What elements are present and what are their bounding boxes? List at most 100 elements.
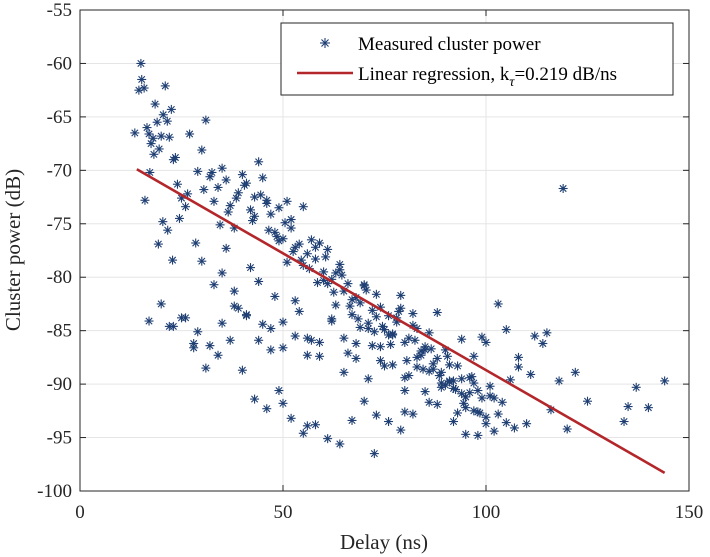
data-point: [355, 322, 365, 332]
data-point: [193, 166, 203, 176]
data-point: [329, 287, 339, 297]
data-point: [412, 352, 422, 362]
data-point: [241, 311, 251, 321]
data-point: [432, 399, 442, 409]
data-point: [262, 404, 272, 414]
data-point: [402, 356, 412, 366]
data-point: [254, 276, 264, 286]
data-point: [298, 428, 308, 438]
data-point: [197, 256, 207, 266]
data-point: [371, 289, 381, 299]
data-point: [420, 387, 430, 397]
data-point: [384, 330, 394, 340]
data-point: [225, 335, 235, 345]
data-point: [394, 306, 404, 316]
plot-frame: [79, 9, 690, 492]
data-point: [162, 116, 172, 126]
data-point: [501, 325, 511, 335]
data-point: [282, 257, 292, 267]
data-point: [223, 207, 233, 217]
data-point: [315, 351, 325, 361]
data-point: [201, 115, 211, 125]
data-point: [347, 415, 357, 425]
data-point: [266, 209, 276, 219]
data-point: [254, 335, 264, 345]
data-point: [469, 406, 479, 416]
data-point: [302, 421, 312, 431]
data-point: [542, 328, 552, 338]
data-point: [436, 382, 446, 392]
data-point: [461, 429, 471, 439]
data-point: [290, 296, 300, 306]
data-point: [400, 407, 410, 417]
data-point: [489, 426, 499, 436]
data-point: [623, 402, 633, 412]
data-point: [250, 394, 260, 404]
data-point: [193, 327, 203, 337]
data-point: [396, 290, 406, 300]
data-point: [404, 371, 414, 381]
y-tick-label: -70: [47, 160, 72, 181]
data-point: [538, 338, 548, 348]
data-point: [369, 449, 379, 459]
data-point: [221, 243, 231, 253]
data-point: [313, 278, 323, 288]
data-point: [526, 369, 536, 379]
y-tick-label: -95: [47, 428, 72, 449]
data-point: [465, 388, 475, 398]
data-point: [347, 295, 357, 305]
data-point: [355, 298, 365, 308]
data-point: [160, 81, 170, 91]
data-point: [288, 247, 298, 257]
data-point: [323, 434, 333, 444]
data-point: [221, 175, 231, 185]
data-point: [481, 412, 491, 422]
data-point: [380, 361, 389, 371]
data-point: [166, 104, 176, 114]
data-point: [501, 418, 511, 428]
y-tick-label: -90: [47, 374, 72, 395]
data-point: [377, 321, 387, 331]
data-point: [142, 123, 152, 133]
data-point: [215, 220, 225, 230]
data-point: [154, 144, 164, 154]
data-point: [280, 218, 290, 228]
data-point: [172, 179, 182, 189]
data-point: [286, 223, 296, 233]
data-point: [432, 307, 442, 317]
data-point: [554, 376, 564, 386]
data-point: [408, 409, 418, 419]
data-point: [239, 180, 249, 190]
data-point: [250, 192, 260, 202]
data-point: [205, 341, 215, 351]
data-point: [302, 249, 312, 259]
y-tick-label: -60: [47, 53, 72, 74]
data-point: [217, 318, 227, 328]
data-point: [323, 244, 333, 254]
data-point: [164, 132, 174, 142]
data-point: [199, 185, 209, 195]
data-point: [168, 321, 178, 331]
data-point: [473, 386, 483, 396]
data-point: [217, 163, 227, 173]
data-point: [294, 306, 304, 316]
data-point: [335, 259, 345, 269]
legend-asterisk: [320, 38, 330, 48]
data-point: [509, 423, 519, 433]
data-point: [237, 170, 247, 180]
data-point: [424, 366, 434, 376]
y-tick-label: -100: [37, 481, 72, 502]
data-point: [461, 392, 471, 402]
x-tick-label: 50: [274, 502, 293, 523]
y-axis-label: Cluster power (dB): [1, 169, 25, 331]
data-point: [631, 382, 641, 392]
data-point: [209, 280, 219, 290]
data-point: [335, 265, 345, 275]
data-point: [418, 364, 428, 374]
x-tick-label: 150: [675, 502, 704, 523]
data-point: [174, 213, 184, 223]
legend: Measured cluster power Linear regression…: [280, 22, 674, 96]
axis-ticks: 0 50 100 150 -55 -60 -65 -70 -75 -80 -85 -90 -95 -100: [37, 0, 703, 523]
x-axis-label: Delay (ns): [340, 530, 428, 554]
data-point: [469, 351, 479, 361]
